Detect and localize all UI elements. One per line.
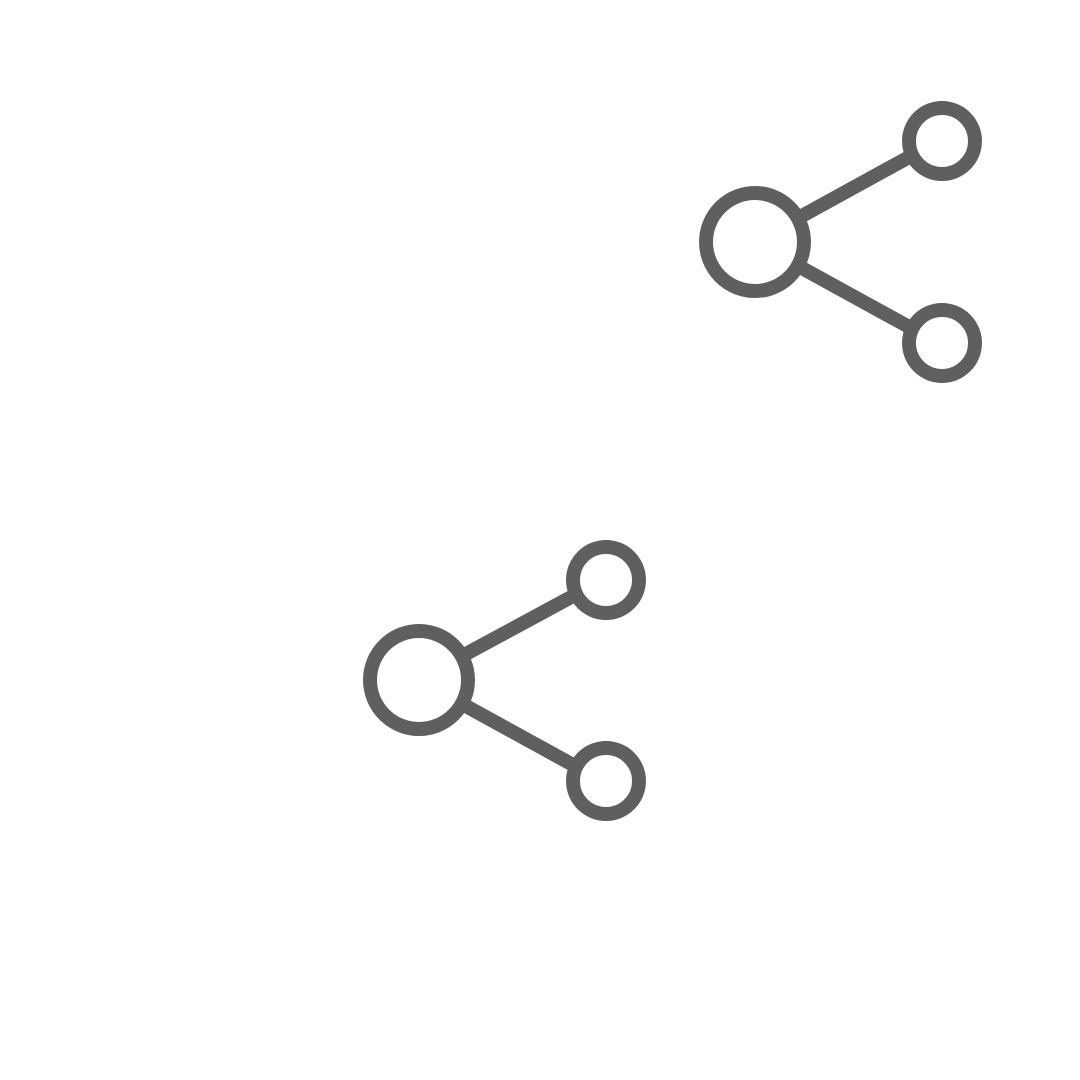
share-icon[interactable] (690, 92, 990, 392)
share-icon[interactable] (354, 530, 654, 830)
